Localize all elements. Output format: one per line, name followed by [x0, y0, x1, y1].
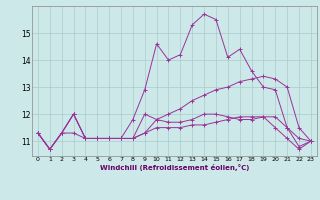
X-axis label: Windchill (Refroidissement éolien,°C): Windchill (Refroidissement éolien,°C) — [100, 164, 249, 171]
